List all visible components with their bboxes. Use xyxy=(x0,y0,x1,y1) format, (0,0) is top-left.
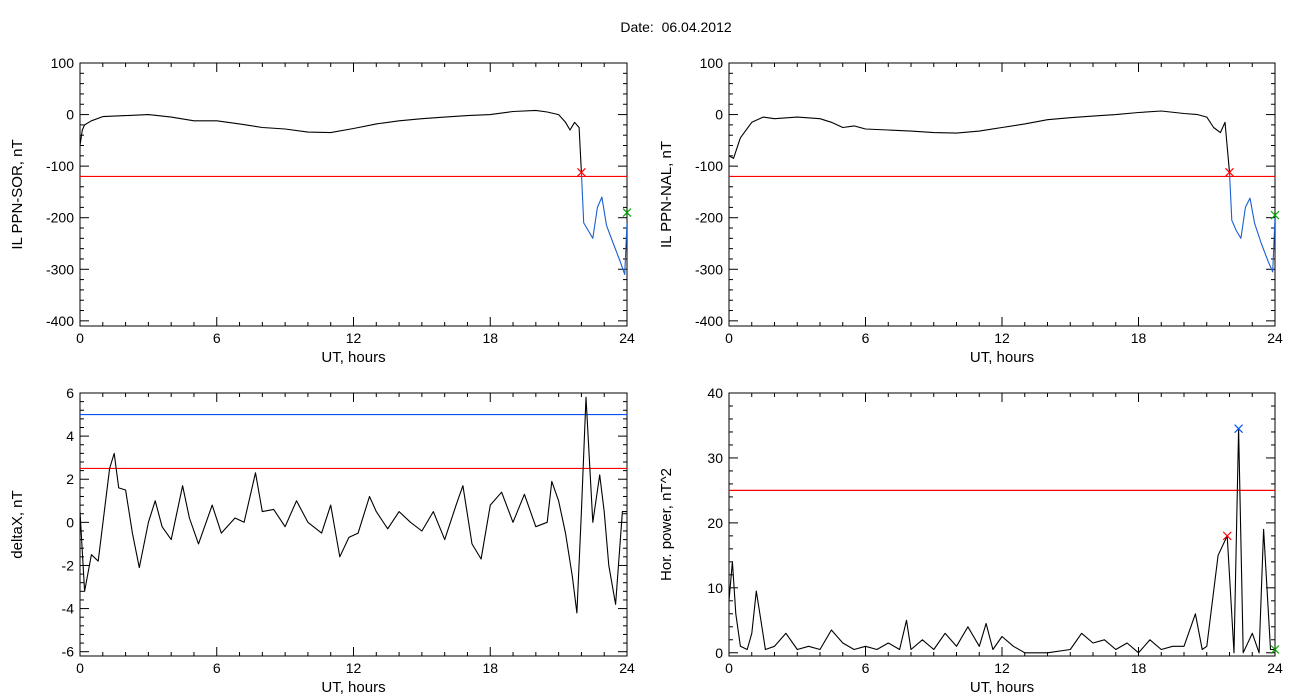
series-line-blue xyxy=(1228,172,1275,273)
chart-panel-2: 0 6 12 18 24 -400 -300 -200 -100 0 100 UT, hours IL … xyxy=(658,55,1283,366)
y-tick-label: 4 xyxy=(66,428,74,444)
y-tick-label: -4 xyxy=(62,601,75,617)
x-tick-label: 18 xyxy=(482,660,498,676)
y-tick-label: -6 xyxy=(62,644,75,660)
green-x-marker xyxy=(622,208,632,217)
y-tick-label: 10 xyxy=(707,580,723,596)
y-tick-label: -200 xyxy=(46,210,74,226)
y-tick-label: 0 xyxy=(715,645,723,661)
page-title: Date: 06.04.2012 xyxy=(620,19,732,35)
y-tick-label: -100 xyxy=(695,158,723,174)
y-tick-label: -300 xyxy=(695,261,723,277)
y-tick-label: 6 xyxy=(66,385,74,401)
y-tick-label: 100 xyxy=(51,55,75,71)
x-axis-label: UT, hours xyxy=(321,679,385,696)
x-axis-label: UT, hours xyxy=(321,349,385,366)
x-tick-label: 18 xyxy=(1131,330,1147,346)
red-x-marker xyxy=(1222,531,1232,541)
x-tick-label: 24 xyxy=(1267,660,1283,676)
y-axis-label: IL PPN-SOR, nT xyxy=(9,139,26,249)
x-tick-label: 0 xyxy=(76,330,84,346)
x-tick-label: 0 xyxy=(76,660,84,676)
x-tick-label: 6 xyxy=(213,330,221,346)
y-tick-label: -100 xyxy=(46,158,74,174)
y-tick-label: -2 xyxy=(62,557,75,573)
plot-frame xyxy=(728,392,1276,657)
x-tick-label: 24 xyxy=(1267,330,1283,346)
series-line-black xyxy=(729,428,1275,654)
x-axis-label: UT, hours xyxy=(970,349,1034,366)
x-tick-label: 6 xyxy=(862,660,870,676)
x-tick-label: 12 xyxy=(346,330,362,346)
plot-area xyxy=(729,110,1275,273)
y-axis-label: deltaX, nT xyxy=(9,490,26,558)
y-tick-label: -300 xyxy=(46,261,74,277)
x-tick-label: 0 xyxy=(725,660,733,676)
green-x-marker xyxy=(1270,210,1280,220)
x-tick-label: 12 xyxy=(994,660,1010,676)
plot-frame xyxy=(728,62,1276,327)
x-tick-label: 24 xyxy=(619,660,635,676)
series-line-black xyxy=(729,110,1231,173)
y-tick-label: 30 xyxy=(707,450,723,466)
red-x-marker xyxy=(1225,167,1234,177)
red-x-marker xyxy=(576,167,586,177)
x-tick-label: 12 xyxy=(994,330,1010,346)
y-tick-label: 0 xyxy=(66,514,74,530)
y-tick-label: 2 xyxy=(66,471,74,487)
x-tick-label: 24 xyxy=(619,330,635,346)
y-tick-label: -200 xyxy=(695,210,723,226)
x-tick-label: 6 xyxy=(862,330,870,346)
x-tick-label: 6 xyxy=(213,660,221,676)
y-tick-label: -400 xyxy=(46,313,74,329)
x-tick-label: 18 xyxy=(1131,660,1147,676)
plot-area xyxy=(729,428,1275,654)
y-tick-label: 0 xyxy=(715,107,723,123)
y-axis-label: Hor. power, nT^2 xyxy=(658,468,675,581)
y-tick-label: 100 xyxy=(700,55,724,71)
green-x-marker xyxy=(1270,645,1280,654)
y-tick-label: 0 xyxy=(66,107,74,123)
y-tick-label: -400 xyxy=(695,313,723,329)
plot-frame xyxy=(79,62,628,327)
y-axis-label: IL PPN-NAL, nT xyxy=(658,141,675,248)
series-line-black xyxy=(80,109,582,173)
y-tick-label: 20 xyxy=(707,515,723,531)
chart-panel-4: 0 6 12 18 24 0 10 20 30 40 UT, hours Hor. power, nT… xyxy=(658,385,1283,696)
x-tick-label: 18 xyxy=(482,330,498,346)
series-line-black xyxy=(80,396,627,614)
chart-panel-1: 0 6 12 18 24 -400 -300 -200 -100 0 100 UT, hours IL … xyxy=(9,55,635,366)
plot-area xyxy=(80,109,627,275)
series-line-blue xyxy=(580,172,627,275)
plot-area xyxy=(80,396,627,614)
blue-x-marker xyxy=(1234,424,1244,434)
x-tick-label: 12 xyxy=(346,660,362,676)
x-tick-label: 0 xyxy=(725,330,733,346)
x-axis-label: UT, hours xyxy=(970,679,1034,696)
y-tick-label: 40 xyxy=(707,385,723,401)
